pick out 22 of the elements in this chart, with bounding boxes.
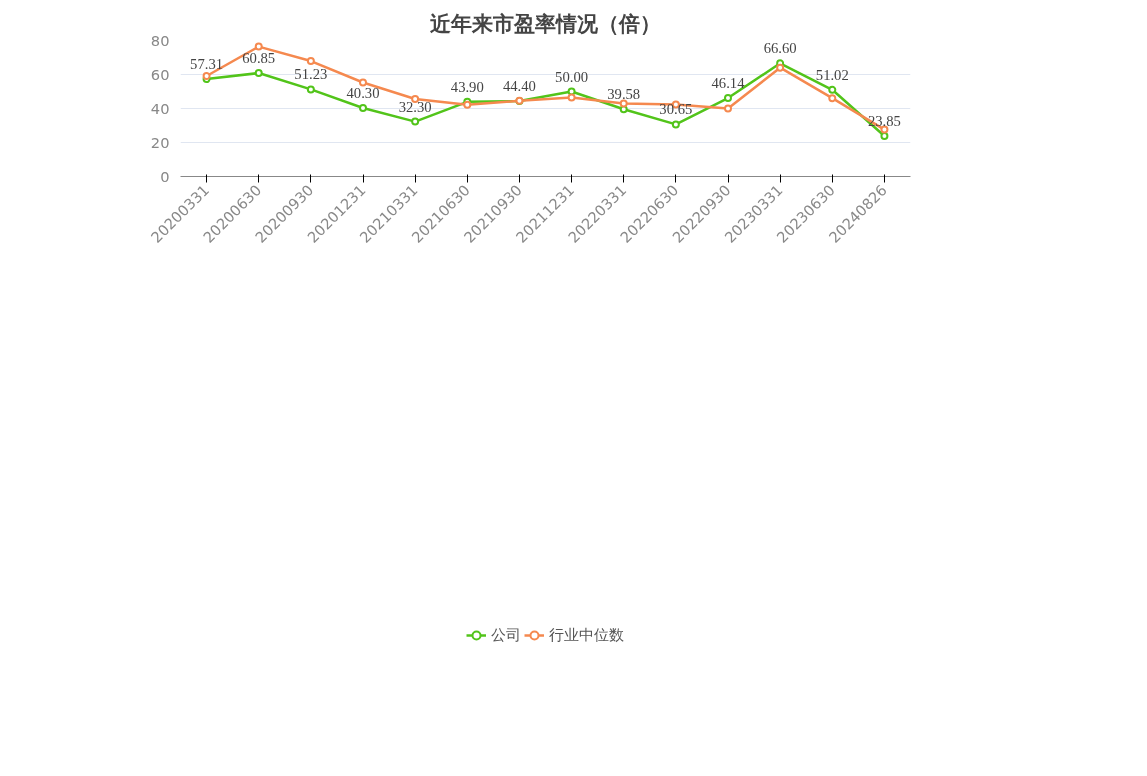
data-label: 51.23 [294,66,328,83]
y-tick-label: 60 [150,65,170,83]
y-tick-label: 0 [160,167,170,185]
data-label: 30.65 [659,101,693,118]
y-tick-label: 20 [150,133,170,151]
legend-label: 公司 [491,625,521,645]
data-label: 39.58 [607,86,641,103]
data-label: 46.14 [711,75,746,92]
data-label: 40.30 [346,84,380,101]
data-label: 51.02 [815,66,849,83]
data-label: 66.60 [763,40,797,57]
data-label: 44.40 [502,78,536,95]
chart-title: 近年来市盈率情况（倍） [429,10,661,36]
y-tick-label: 40 [150,99,170,117]
data-label: 57.31 [190,56,224,73]
data-label: 43.90 [450,78,484,95]
data-label: 32.30 [398,98,432,115]
legend-label: 行业中位数 [549,625,624,645]
data-label: 60.85 [242,50,276,67]
data-label: 50.00 [555,68,589,85]
data-label: 23.85 [867,112,901,129]
y-tick-label: 80 [150,31,170,49]
